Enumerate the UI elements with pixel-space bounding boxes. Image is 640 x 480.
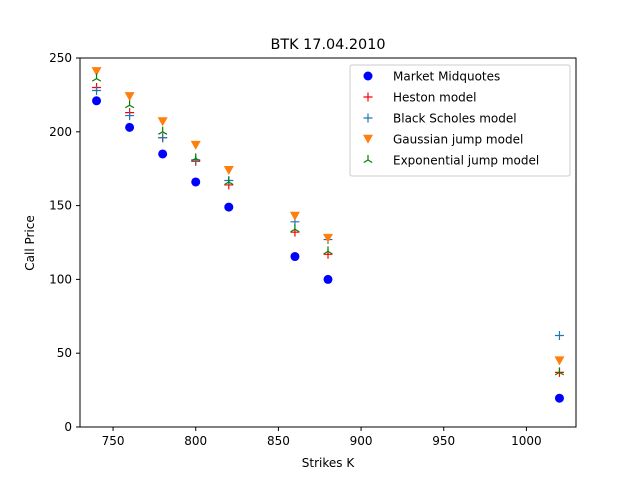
data-point: [158, 149, 168, 159]
data-point: [323, 233, 333, 243]
x-tick-label: 800: [184, 434, 207, 448]
legend-entry: Market Midquotes: [363, 70, 500, 84]
y-tick-label: 200: [49, 125, 72, 139]
data-point: [158, 133, 168, 143]
legend-label: Exponential jump model: [393, 154, 539, 168]
y-tick-label: 50: [57, 346, 72, 360]
legend-marker: [363, 155, 373, 164]
legend-label: Black Scholes model: [393, 112, 517, 126]
data-point: [323, 246, 333, 255]
data-point: [224, 176, 234, 186]
y-tick-label: 150: [49, 199, 72, 213]
y-axis-label: Call Price: [23, 215, 37, 271]
data-point: [157, 117, 168, 127]
x-tick-label: 750: [102, 434, 125, 448]
plot-area: [91, 67, 565, 403]
series-0: [92, 96, 564, 403]
series-3: [91, 67, 565, 366]
y-tick-label: 0: [64, 420, 72, 434]
legend-label: Market Midquotes: [393, 70, 500, 84]
data-point: [125, 122, 135, 132]
data-point: [125, 111, 135, 121]
legend-label: Heston model: [393, 91, 477, 105]
legend-marker: [363, 71, 373, 81]
legend-label: Gaussian jump model: [393, 133, 523, 147]
data-point: [91, 67, 102, 77]
y-tick-label: 250: [49, 51, 72, 65]
x-tick-label: 950: [432, 434, 455, 448]
data-point: [223, 165, 234, 175]
data-point: [554, 393, 564, 403]
data-point: [290, 252, 300, 262]
data-point: [91, 73, 102, 82]
data-point: [191, 153, 201, 162]
x-tick-label: 850: [267, 434, 290, 448]
y-tick-label: 100: [49, 272, 72, 286]
data-point: [554, 330, 564, 340]
data-point: [190, 140, 201, 150]
legend-marker: [363, 113, 373, 123]
axis-ticks: 750 800 850 900 950 1000 0 50 100 150 200 250: [49, 51, 577, 448]
axes-frame: [79, 57, 577, 428]
legend-entry: Black Scholes model: [363, 112, 517, 126]
data-point: [323, 274, 333, 284]
data-point: [224, 202, 234, 212]
legend-entry: Exponential jump model: [363, 154, 539, 168]
legend-marker: [363, 92, 373, 102]
legend-entry: Heston model: [363, 91, 477, 105]
data-point: [158, 126, 168, 135]
data-point: [191, 177, 201, 187]
legend-entry: Gaussian jump model: [363, 133, 523, 147]
x-axis-label: Strikes K: [302, 456, 356, 470]
data-point: [289, 211, 300, 221]
legend-box: [349, 64, 571, 177]
data-point: [124, 92, 135, 102]
data-point: [554, 356, 565, 366]
x-tick-label: 1000: [511, 434, 542, 448]
data-point: [290, 224, 300, 233]
series-4: [91, 73, 565, 376]
legend: Market Midquotes Heston model Black Schole…: [349, 64, 571, 177]
data-point: [554, 367, 565, 376]
data-point: [92, 96, 102, 106]
x-tick-label: 900: [350, 434, 373, 448]
data-point: [124, 100, 135, 109]
legend-marker: [363, 134, 373, 144]
data-point: [92, 85, 102, 95]
chart-title: BTK 17.04.2010: [270, 37, 385, 53]
